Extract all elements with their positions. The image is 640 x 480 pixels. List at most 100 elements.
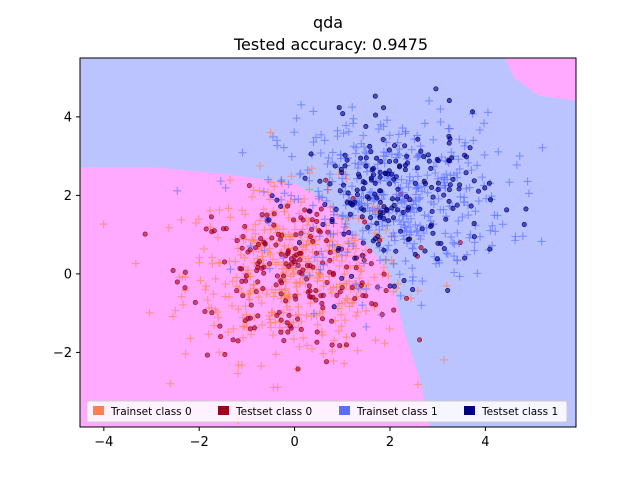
point-series-2	[338, 174, 347, 183]
point-series-2	[377, 310, 386, 319]
point-series-2	[348, 103, 357, 112]
point-series-2	[408, 276, 417, 285]
point-series-0	[249, 236, 258, 245]
point-series-3	[367, 143, 373, 149]
point-series-2	[376, 256, 385, 265]
point-series-2	[405, 172, 414, 181]
point-series-3	[342, 163, 348, 169]
point-series-3	[337, 188, 343, 194]
point-series-2	[479, 119, 488, 128]
point-series-2	[351, 159, 360, 168]
point-series-3	[331, 304, 337, 310]
point-series-2	[480, 150, 489, 159]
point-series-2	[359, 142, 368, 151]
point-series-2	[279, 143, 288, 152]
point-series-1	[306, 283, 312, 289]
point-series-2	[362, 285, 371, 294]
point-series-0	[168, 312, 177, 321]
point-series-2	[411, 220, 420, 229]
point-series-2	[360, 259, 369, 268]
point-series-3	[358, 155, 364, 161]
point-series-2	[448, 238, 457, 247]
point-series-3	[523, 206, 529, 212]
point-series-2	[316, 265, 325, 274]
point-series-0	[254, 293, 263, 302]
point-series-1	[234, 288, 240, 294]
point-series-1	[290, 217, 296, 223]
point-series-0	[238, 206, 247, 215]
point-series-2	[309, 107, 318, 116]
point-series-0	[255, 162, 264, 170]
point-series-2	[390, 236, 399, 245]
point-series-3	[269, 193, 275, 199]
point-series-2	[447, 148, 456, 157]
point-series-1	[246, 183, 252, 189]
point-series-2	[467, 166, 476, 175]
point-series-2	[395, 145, 404, 154]
point-series-2	[397, 175, 406, 184]
point-series-2	[538, 143, 547, 152]
point-series-0	[201, 285, 210, 294]
plot-area	[80, 58, 576, 427]
point-series-0	[131, 259, 140, 268]
point-series-2	[361, 148, 370, 157]
point-series-2	[453, 228, 462, 237]
point-series-1	[182, 269, 188, 275]
point-series-2	[470, 238, 479, 247]
point-series-1	[273, 282, 279, 288]
point-series-2	[329, 202, 338, 211]
point-series-3	[422, 248, 428, 254]
point-series-0	[302, 241, 311, 250]
point-series-1	[295, 366, 301, 372]
point-series-2	[402, 179, 411, 188]
point-series-3	[435, 180, 441, 186]
point-series-1	[279, 280, 285, 286]
point-series-0	[186, 334, 195, 343]
point-series-0	[329, 336, 338, 345]
point-series-1	[203, 226, 209, 232]
point-series-1	[297, 250, 303, 256]
point-series-3	[468, 203, 474, 209]
point-series-3	[344, 157, 350, 163]
point-series-3	[446, 187, 452, 193]
point-series-1	[204, 352, 210, 358]
point-series-2	[474, 197, 483, 206]
point-series-1	[273, 242, 279, 248]
point-series-3	[402, 143, 408, 149]
point-series-0	[328, 347, 337, 356]
point-series-3	[377, 199, 383, 205]
point-series-3	[450, 205, 456, 211]
point-series-0	[269, 383, 278, 392]
point-series-0	[439, 355, 448, 364]
point-series-1	[218, 334, 224, 340]
point-series-1	[298, 327, 304, 333]
point-series-3	[386, 168, 392, 174]
point-series-3	[360, 240, 366, 246]
point-series-1	[242, 318, 248, 324]
point-series-2	[432, 259, 441, 268]
point-series-0	[224, 328, 233, 337]
point-series-2	[342, 121, 351, 130]
point-series-3	[377, 169, 383, 175]
point-series-1	[310, 238, 316, 244]
point-series-3	[368, 175, 374, 181]
plot-frame	[79, 57, 577, 428]
point-series-0	[202, 282, 211, 291]
point-series-1	[310, 264, 316, 270]
point-series-0	[285, 305, 294, 314]
point-series-3	[296, 240, 302, 246]
point-series-3	[375, 241, 381, 247]
point-series-3	[389, 205, 395, 211]
point-series-1	[247, 326, 253, 332]
point-series-2	[260, 246, 269, 255]
point-series-0	[171, 306, 180, 315]
point-series-3	[374, 220, 380, 226]
point-series-2	[423, 188, 432, 197]
point-series-0	[215, 348, 224, 357]
point-series-0	[226, 213, 235, 222]
point-series-3	[359, 214, 365, 220]
point-series-0	[337, 322, 346, 331]
point-series-2	[382, 138, 391, 147]
point-series-3	[363, 163, 369, 169]
point-series-1	[285, 249, 291, 255]
